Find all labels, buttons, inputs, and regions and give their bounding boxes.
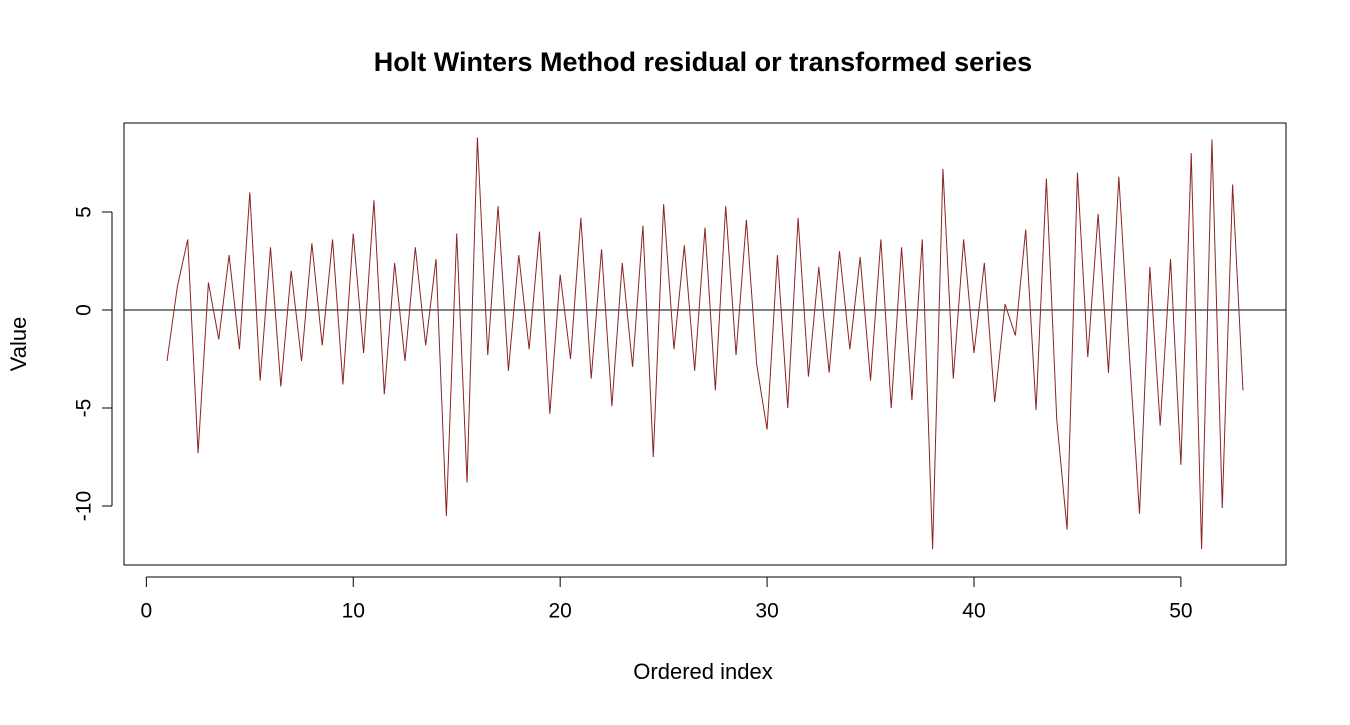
x-tick-label: 10 [342,600,365,623]
y-tick-label: 0 [73,304,96,316]
y-tick-label: -5 [73,399,96,418]
x-tick-label: 20 [548,600,571,623]
y-axis-label: Value [6,317,31,372]
y-tick-label: -10 [73,491,96,521]
series-line [166,137,1244,550]
x-tick-label: 40 [962,600,985,623]
chart-title: Holt Winters Method residual or transfor… [374,47,1032,77]
x-axis-label: Ordered index [633,659,772,684]
x-tick-label: 30 [755,600,778,623]
plot-frame [123,122,1287,566]
x-tick-label: 50 [1169,600,1192,623]
y-tick-label: 5 [73,206,96,218]
x-tick-label: 0 [141,600,153,623]
